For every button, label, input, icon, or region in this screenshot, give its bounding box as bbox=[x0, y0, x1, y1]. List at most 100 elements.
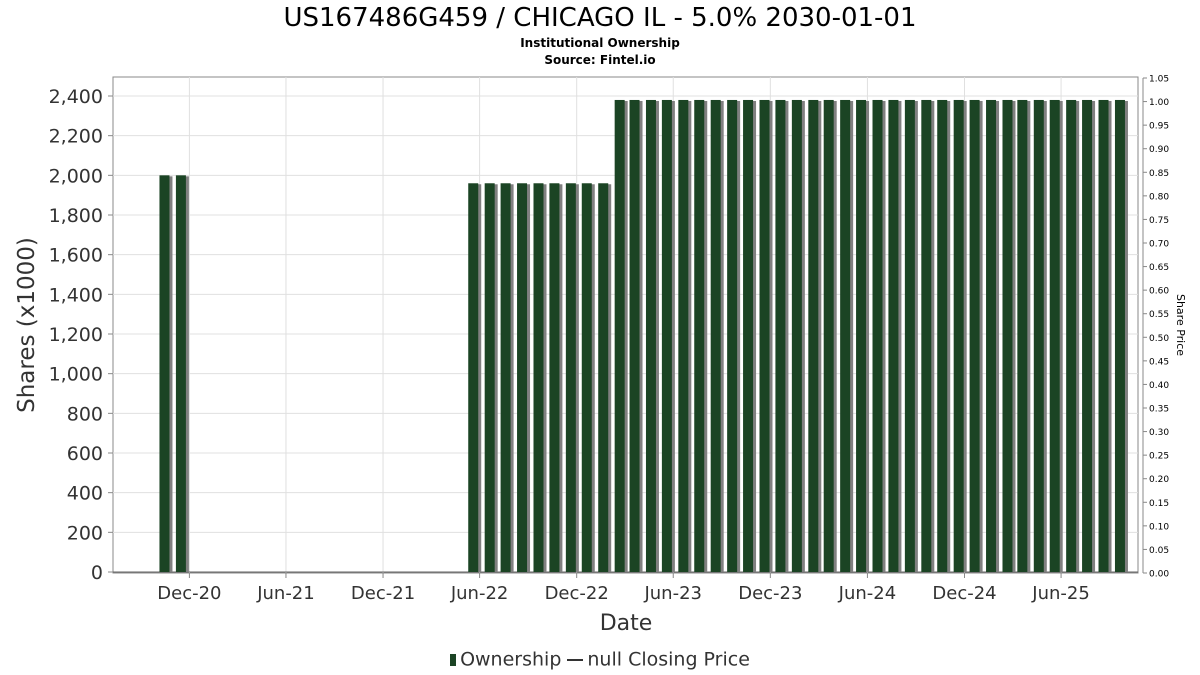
y2-tick-label: 1.00 bbox=[1149, 98, 1169, 108]
bar-series-ownership bbox=[159, 99, 1128, 573]
y2-tick-label: 0.45 bbox=[1149, 357, 1169, 367]
ownership-bar bbox=[678, 99, 689, 572]
y2-tick-label: 0.80 bbox=[1149, 192, 1169, 202]
y-tick-label: 2,200 bbox=[49, 126, 103, 148]
y2-tick-label: 0.25 bbox=[1149, 452, 1169, 462]
legend-price-label: null Closing Price bbox=[587, 648, 750, 671]
ownership-bar bbox=[517, 183, 528, 572]
ownership-bar bbox=[888, 99, 899, 572]
ownership-bar bbox=[468, 183, 479, 572]
ownership-bar bbox=[484, 183, 495, 572]
ownership-bar bbox=[808, 99, 819, 572]
y-tick-label: 2,400 bbox=[49, 86, 103, 108]
ownership-bar bbox=[872, 99, 883, 572]
x-tick-label: Jun-25 bbox=[1031, 583, 1090, 604]
ownership-bar bbox=[921, 99, 932, 572]
y2-tick-label: 0.75 bbox=[1149, 216, 1169, 226]
y2-tick-label: 0.10 bbox=[1149, 522, 1169, 532]
ownership-bar bbox=[175, 175, 186, 573]
ownership-bar bbox=[840, 99, 851, 572]
y2-tick-label: 0.95 bbox=[1149, 122, 1169, 132]
x-tick-label: Jun-24 bbox=[838, 583, 897, 604]
ownership-swatch-icon bbox=[450, 653, 457, 666]
y2-tick-label: 0.40 bbox=[1149, 381, 1169, 391]
x-tick-label: Jun-21 bbox=[256, 583, 315, 604]
x-tick-label: Jun-23 bbox=[643, 583, 702, 604]
price-line-icon bbox=[567, 658, 584, 661]
y-tick-label: 1,800 bbox=[49, 205, 103, 227]
ownership-bar bbox=[1098, 99, 1109, 572]
y2-tick-label: 0.55 bbox=[1149, 310, 1169, 320]
y-tick-label: 1,400 bbox=[49, 284, 103, 306]
x-tick-label: Dec-20 bbox=[157, 583, 221, 604]
y-tick-label: 0 bbox=[91, 562, 103, 584]
ownership-bar bbox=[533, 183, 544, 572]
ownership-bar bbox=[661, 99, 672, 572]
y2-tick-label: 0.85 bbox=[1149, 169, 1169, 179]
ownership-bar bbox=[856, 99, 867, 572]
y-tick-label: 1,200 bbox=[49, 324, 103, 346]
x-tick-label: Dec-22 bbox=[545, 583, 609, 604]
ownership-bar bbox=[1114, 99, 1125, 572]
y-tick-label: 600 bbox=[67, 443, 103, 465]
ownership-bar bbox=[159, 175, 170, 573]
x-tick-label: Dec-23 bbox=[738, 583, 802, 604]
ownership-bar bbox=[1002, 99, 1013, 572]
y-tick-label: 1,000 bbox=[49, 364, 103, 386]
chart-source: Source: Fintel.io bbox=[544, 53, 656, 67]
y-axis-title: Shares (x1000) bbox=[14, 237, 40, 413]
x-axis-title: Date bbox=[600, 611, 653, 636]
y2-tick-label: 0.00 bbox=[1149, 570, 1169, 580]
ownership-bar bbox=[1082, 99, 1093, 572]
y-tick-label: 200 bbox=[67, 522, 103, 544]
ownership-bar bbox=[823, 99, 834, 572]
ownership-bar bbox=[953, 99, 964, 572]
chart-legend: Ownership null Closing Price bbox=[0, 648, 1200, 671]
ownership-bar bbox=[986, 99, 997, 572]
y2-tick-label: 0.60 bbox=[1149, 287, 1169, 297]
chart-title: US167486G459 / CHICAGO IL - 5.0% 2030-01… bbox=[283, 3, 917, 33]
y-tick-label: 1,600 bbox=[49, 245, 103, 267]
ownership-bar bbox=[1033, 99, 1044, 572]
ownership-bar bbox=[775, 99, 786, 572]
y-axis-left: 0 200 400 600 800 1,000 1,200 1,400 1,600 1,800 2,… bbox=[49, 86, 113, 584]
y-tick-label: 2,000 bbox=[49, 165, 103, 187]
y2-tick-label: 0.70 bbox=[1149, 240, 1169, 250]
x-axis: Dec-20 Jun-21 Dec-21 Jun-22 Dec-22 Jun-23 Dec-… bbox=[157, 573, 1090, 604]
ownership-bar bbox=[937, 99, 948, 572]
ownership-bar bbox=[645, 99, 656, 572]
ownership-bar bbox=[969, 99, 980, 572]
ownership-bar bbox=[904, 99, 915, 572]
ownership-bar bbox=[565, 183, 576, 572]
y2-tick-label: 0.65 bbox=[1149, 263, 1169, 273]
y2-tick-label: 0.15 bbox=[1149, 499, 1169, 509]
ownership-bar bbox=[727, 99, 738, 572]
x-tick-label: Dec-24 bbox=[932, 583, 996, 604]
y-tick-label: 400 bbox=[67, 483, 103, 505]
y-tick-label: 800 bbox=[67, 403, 103, 425]
y2-tick-label: 0.30 bbox=[1149, 428, 1169, 438]
y2-tick-label: 0.20 bbox=[1149, 475, 1169, 485]
ownership-bar bbox=[500, 183, 511, 572]
x-tick-label: Jun-22 bbox=[450, 583, 509, 604]
y2-tick-label: 0.35 bbox=[1149, 405, 1169, 415]
ownership-bar bbox=[710, 99, 721, 572]
ownership-bar bbox=[629, 99, 640, 572]
legend-ownership-label: Ownership bbox=[460, 648, 562, 671]
chart-subtitle: Institutional Ownership bbox=[520, 36, 680, 50]
y2-tick-label: 0.50 bbox=[1149, 334, 1169, 344]
y2-axis-title: Share Price bbox=[1174, 294, 1187, 356]
ownership-bar bbox=[759, 99, 770, 572]
ownership-bar bbox=[549, 183, 560, 572]
y2-tick-label: 0.05 bbox=[1149, 546, 1169, 556]
ownership-bar bbox=[791, 99, 802, 572]
y2-tick-label: 0.90 bbox=[1149, 145, 1169, 155]
ownership-bar bbox=[743, 99, 754, 572]
ownership-bar bbox=[1017, 99, 1028, 572]
ownership-bar bbox=[694, 99, 705, 572]
ownership-bar bbox=[614, 99, 625, 572]
ownership-bar bbox=[1049, 99, 1060, 572]
y-axis-right: 0.00 0.05 0.10 0.15 0.20 0.25 0.30 0.35 0.40 0.45… bbox=[1142, 75, 1169, 580]
x-tick-label: Dec-21 bbox=[351, 583, 415, 604]
